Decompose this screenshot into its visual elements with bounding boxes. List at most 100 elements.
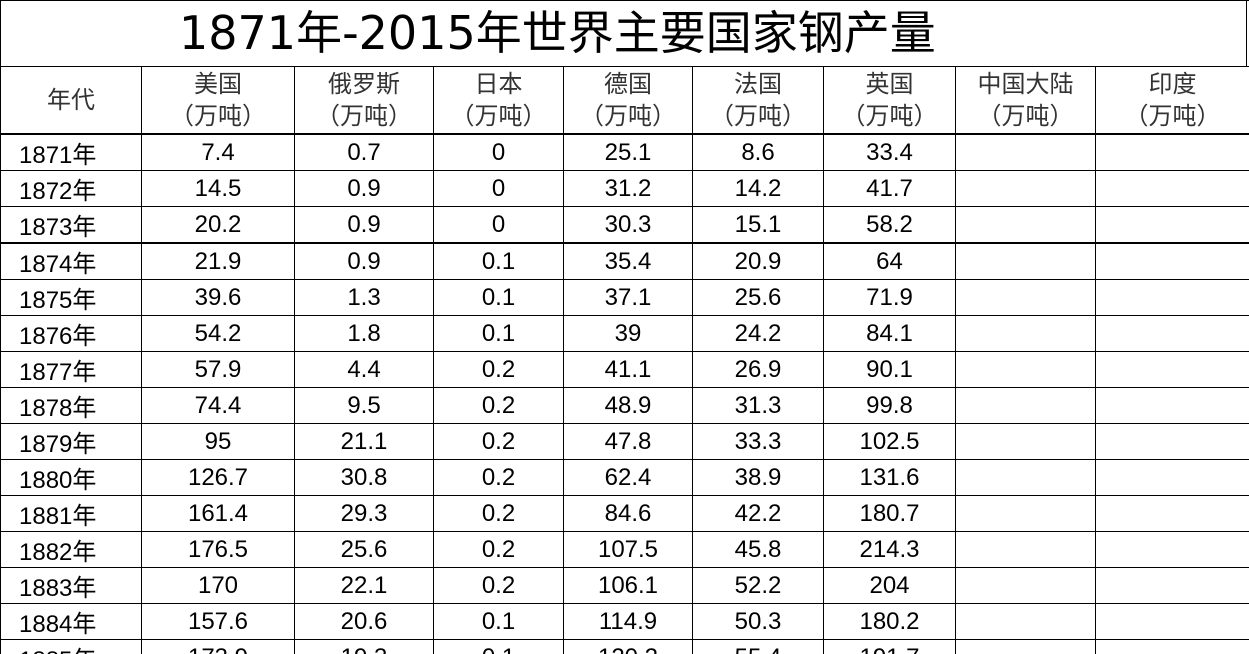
year-cell[interactable]: 1872年 xyxy=(0,170,142,207)
value-cell[interactable]: 45.8 xyxy=(692,531,824,568)
value-cell[interactable]: 106.1 xyxy=(563,567,693,604)
value-cell[interactable] xyxy=(1095,133,1249,171)
column-header[interactable]: 年代 xyxy=(0,66,142,135)
value-cell[interactable]: 0.9 xyxy=(294,206,434,244)
value-cell[interactable]: 170 xyxy=(141,567,295,604)
value-cell[interactable]: 71.9 xyxy=(823,279,956,316)
value-cell[interactable] xyxy=(1095,315,1249,352)
value-cell[interactable] xyxy=(1095,603,1249,640)
value-cell[interactable]: 54.2 xyxy=(141,315,295,352)
value-cell[interactable]: 176.5 xyxy=(141,531,295,568)
value-cell[interactable]: 1.3 xyxy=(294,279,434,316)
value-cell[interactable]: 42.2 xyxy=(692,495,824,532)
value-cell[interactable]: 31.2 xyxy=(563,170,693,207)
year-cell[interactable]: 1880年 xyxy=(0,459,142,496)
value-cell[interactable] xyxy=(955,603,1096,640)
value-cell[interactable]: 157.6 xyxy=(141,603,295,640)
value-cell[interactable]: 0.1 xyxy=(433,603,564,640)
value-cell[interactable] xyxy=(955,459,1096,496)
value-cell[interactable]: 0.2 xyxy=(433,459,564,496)
value-cell[interactable] xyxy=(1095,495,1249,532)
value-cell[interactable]: 180.2 xyxy=(823,603,956,640)
value-cell[interactable]: 0 xyxy=(433,170,564,207)
value-cell[interactable]: 22.1 xyxy=(294,567,434,604)
value-cell[interactable]: 58.2 xyxy=(823,206,956,244)
value-cell[interactable] xyxy=(955,495,1096,532)
year-cell[interactable]: 1879年 xyxy=(0,423,142,460)
value-cell[interactable] xyxy=(1095,639,1249,654)
column-header[interactable]: 俄罗斯 （万吨） xyxy=(294,66,434,135)
value-cell[interactable] xyxy=(1095,170,1249,207)
year-cell[interactable]: 1884年 xyxy=(0,603,142,640)
value-cell[interactable]: 161.4 xyxy=(141,495,295,532)
value-cell[interactable]: 102.5 xyxy=(823,423,956,460)
value-cell[interactable]: 114.9 xyxy=(563,603,693,640)
value-cell[interactable]: 84.6 xyxy=(563,495,693,532)
value-cell[interactable]: 19.3 xyxy=(294,639,434,654)
year-cell[interactable]: 1878年 xyxy=(0,387,142,424)
column-header[interactable]: 日本 （万吨） xyxy=(433,66,564,135)
value-cell[interactable] xyxy=(1095,459,1249,496)
value-cell[interactable]: 214.3 xyxy=(823,531,956,568)
value-cell[interactable]: 0 xyxy=(433,206,564,244)
value-cell[interactable]: 0.2 xyxy=(433,351,564,388)
value-cell[interactable]: 26.9 xyxy=(692,351,824,388)
value-cell[interactable]: 0.2 xyxy=(433,495,564,532)
value-cell[interactable]: 120.2 xyxy=(563,639,693,654)
value-cell[interactable]: 0.1 xyxy=(433,639,564,654)
value-cell[interactable]: 107.5 xyxy=(563,531,693,568)
value-cell[interactable]: 0.9 xyxy=(294,242,434,280)
value-cell[interactable] xyxy=(1095,279,1249,316)
year-cell[interactable]: 1874年 xyxy=(0,242,142,280)
value-cell[interactable]: 0.1 xyxy=(433,315,564,352)
value-cell[interactable]: 41.7 xyxy=(823,170,956,207)
year-cell[interactable]: 1885年 xyxy=(0,639,142,654)
value-cell[interactable]: 1.8 xyxy=(294,315,434,352)
value-cell[interactable]: 55.4 xyxy=(692,639,824,654)
year-cell[interactable]: 1871年 xyxy=(0,133,142,171)
year-cell[interactable]: 1877年 xyxy=(0,351,142,388)
year-cell[interactable]: 1883年 xyxy=(0,567,142,604)
value-cell[interactable]: 21.1 xyxy=(294,423,434,460)
value-cell[interactable]: 35.4 xyxy=(563,242,693,280)
value-cell[interactable]: 180.7 xyxy=(823,495,956,532)
value-cell[interactable]: 47.8 xyxy=(563,423,693,460)
value-cell[interactable]: 39.6 xyxy=(141,279,295,316)
value-cell[interactable] xyxy=(955,133,1096,171)
value-cell[interactable]: 0.9 xyxy=(294,170,434,207)
value-cell[interactable] xyxy=(955,206,1096,244)
value-cell[interactable] xyxy=(1095,387,1249,424)
value-cell[interactable]: 30.3 xyxy=(563,206,693,244)
value-cell[interactable]: 62.4 xyxy=(563,459,693,496)
value-cell[interactable] xyxy=(955,639,1096,654)
value-cell[interactable]: 21.9 xyxy=(141,242,295,280)
value-cell[interactable]: 48.9 xyxy=(563,387,693,424)
column-header[interactable]: 德国 （万吨） xyxy=(563,66,693,135)
year-cell[interactable]: 1881年 xyxy=(0,495,142,532)
value-cell[interactable] xyxy=(955,242,1096,280)
value-cell[interactable]: 29.3 xyxy=(294,495,434,532)
value-cell[interactable]: 173.9 xyxy=(141,639,295,654)
year-cell[interactable]: 1875年 xyxy=(0,279,142,316)
value-cell[interactable]: 0.2 xyxy=(433,567,564,604)
value-cell[interactable]: 25.6 xyxy=(294,531,434,568)
value-cell[interactable]: 84.1 xyxy=(823,315,956,352)
value-cell[interactable]: 41.1 xyxy=(563,351,693,388)
value-cell[interactable]: 14.2 xyxy=(692,170,824,207)
value-cell[interactable]: 95 xyxy=(141,423,295,460)
value-cell[interactable]: 0.7 xyxy=(294,133,434,171)
value-cell[interactable]: 57.9 xyxy=(141,351,295,388)
value-cell[interactable]: 20.6 xyxy=(294,603,434,640)
value-cell[interactable]: 25.1 xyxy=(563,133,693,171)
value-cell[interactable] xyxy=(955,567,1096,604)
value-cell[interactable]: 30.8 xyxy=(294,459,434,496)
value-cell[interactable]: 52.2 xyxy=(692,567,824,604)
column-header[interactable]: 美国 （万吨） xyxy=(141,66,295,135)
value-cell[interactable]: 0.2 xyxy=(433,531,564,568)
value-cell[interactable]: 90.1 xyxy=(823,351,956,388)
value-cell[interactable]: 14.5 xyxy=(141,170,295,207)
value-cell[interactable] xyxy=(955,351,1096,388)
value-cell[interactable]: 24.2 xyxy=(692,315,824,352)
value-cell[interactable]: 74.4 xyxy=(141,387,295,424)
value-cell[interactable]: 126.7 xyxy=(141,459,295,496)
